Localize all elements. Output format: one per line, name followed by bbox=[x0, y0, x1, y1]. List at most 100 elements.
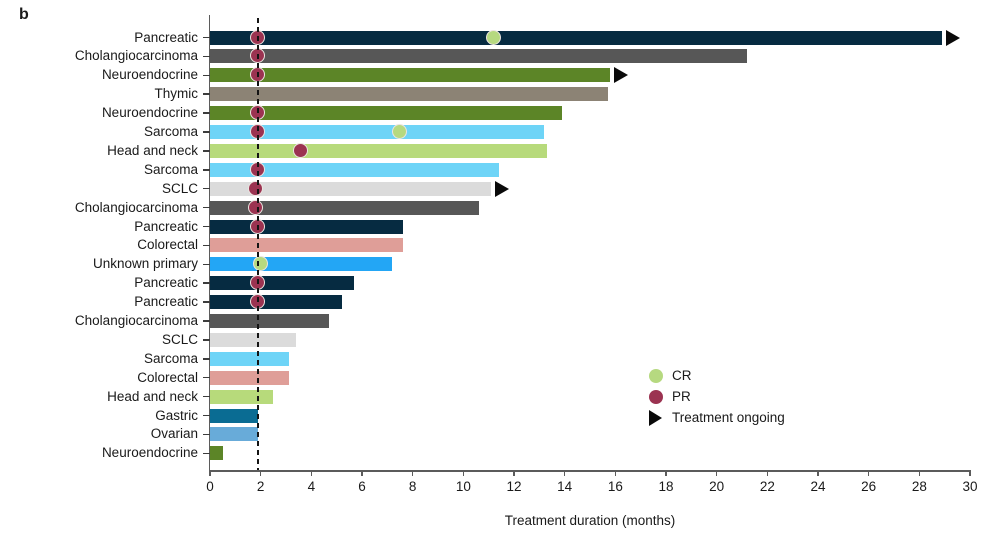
treatment-bar bbox=[210, 389, 274, 404]
y-axis-tick bbox=[203, 169, 210, 171]
row-label: SCLC bbox=[161, 180, 198, 196]
pr-marker bbox=[247, 180, 263, 196]
treatment-bar bbox=[210, 87, 608, 102]
treatment-bar bbox=[210, 125, 545, 139]
x-axis-tick-label: 8 bbox=[408, 479, 417, 494]
x-axis-tick bbox=[614, 470, 617, 476]
x-axis-line bbox=[208, 470, 970, 472]
y-axis-tick bbox=[203, 263, 210, 266]
x-axis-tick bbox=[563, 470, 566, 476]
x-axis-tick bbox=[259, 470, 262, 476]
row-label: SCLC bbox=[161, 331, 198, 347]
treatment-bar bbox=[210, 68, 611, 83]
row-label: Cholangiocarcinoma bbox=[74, 313, 198, 328]
cr-marker bbox=[252, 256, 268, 272]
row-label: Pancreatic bbox=[134, 294, 198, 310]
row-label: Head and neck bbox=[107, 142, 198, 158]
treatment-bar bbox=[210, 30, 943, 45]
y-axis-tick bbox=[203, 282, 210, 284]
x-axis-tick-label: 0 bbox=[206, 479, 214, 494]
row-label: Gastric bbox=[155, 407, 198, 423]
pr-legend-label: PR bbox=[672, 389, 691, 404]
treatment-bar bbox=[210, 238, 403, 253]
legend-item-ongoing: Treatment ongoing bbox=[649, 407, 785, 428]
x-axis-label: Treatment duration (months) bbox=[504, 513, 676, 528]
x-axis-tick-label: 26 bbox=[861, 479, 877, 494]
row-label: Neuroendocrine bbox=[101, 445, 198, 461]
treatment-bar bbox=[210, 162, 499, 177]
y-axis-tick bbox=[203, 433, 210, 436]
row-label: Cholangiocarcinoma bbox=[74, 48, 198, 64]
cr-marker bbox=[392, 124, 407, 139]
treatment-bar bbox=[210, 427, 259, 442]
treatment-bar bbox=[210, 49, 748, 64]
panel-label: b bbox=[19, 6, 29, 23]
x-axis-tick-label: 28 bbox=[911, 479, 927, 494]
row-label: Ovarian bbox=[150, 426, 198, 442]
row-label: Pancreatic bbox=[134, 218, 198, 234]
x-axis-tick bbox=[361, 470, 363, 476]
ongoing-arrow-icon bbox=[614, 67, 629, 84]
x-axis-tick-label: 10 bbox=[455, 479, 471, 494]
x-axis-tick bbox=[969, 470, 971, 476]
y-axis-tick bbox=[203, 376, 210, 379]
row-label: Sarcoma bbox=[143, 350, 198, 366]
treatment-bar bbox=[210, 257, 393, 272]
y-axis-tick bbox=[203, 55, 210, 58]
y-axis-tick bbox=[203, 395, 210, 398]
x-axis-tick-label: 30 bbox=[962, 479, 978, 494]
y-axis-tick bbox=[203, 93, 210, 95]
x-axis-tick bbox=[513, 470, 515, 476]
treatment-bar bbox=[210, 200, 479, 215]
y-axis-tick bbox=[203, 36, 210, 39]
y-axis-tick bbox=[203, 150, 210, 152]
treatment-bar bbox=[210, 446, 223, 461]
x-axis-tick-label: 24 bbox=[810, 479, 826, 494]
y-axis-tick bbox=[203, 414, 210, 417]
cr-marker bbox=[485, 29, 501, 45]
y-axis-tick bbox=[203, 358, 210, 360]
row-label: Head and neck bbox=[107, 388, 198, 404]
treatment-bar bbox=[210, 181, 492, 196]
y-axis-tick bbox=[203, 301, 210, 303]
row-label: Neuroendocrine bbox=[101, 105, 198, 121]
x-axis-tick-label: 12 bbox=[506, 479, 522, 494]
plot-area: 0 2 4 6 8 10 12 14 16 18 20 22 24 26 28 30 bbox=[206, 15, 978, 494]
x-axis-tick bbox=[665, 470, 667, 476]
y-axis-tick bbox=[203, 74, 210, 77]
y-axis-tick bbox=[203, 187, 210, 190]
pr-marker bbox=[293, 142, 309, 158]
treatment-bar bbox=[210, 219, 403, 234]
row-label: Thymic bbox=[154, 86, 199, 102]
row-label: Pancreatic bbox=[134, 29, 198, 45]
y-axis-tick bbox=[203, 206, 210, 209]
y-axis-line bbox=[208, 15, 210, 470]
ongoing-legend-label: Treatment ongoing bbox=[672, 410, 785, 425]
y-axis-tick bbox=[203, 339, 210, 341]
row-label: Cholangiocarcinoma bbox=[74, 199, 198, 215]
x-axis-tick-label: 14 bbox=[557, 479, 573, 494]
treatment-bar bbox=[210, 106, 563, 121]
y-axis-tick bbox=[203, 452, 210, 455]
x-axis-tick bbox=[209, 470, 211, 476]
x-axis-tick bbox=[411, 470, 414, 476]
treatment-bar bbox=[210, 314, 330, 328]
x-axis-tick-label: 20 bbox=[709, 479, 725, 494]
reference-line bbox=[257, 18, 260, 470]
treatment-bar bbox=[210, 332, 297, 347]
legend-item-cr: CR bbox=[649, 365, 785, 386]
x-axis-tick-label: 18 bbox=[658, 479, 674, 494]
x-axis-tick bbox=[817, 470, 819, 476]
treatment-bar bbox=[210, 351, 289, 366]
ongoing-arrow-icon bbox=[495, 180, 510, 197]
row-label: Sarcoma bbox=[143, 161, 198, 177]
treatment-bar bbox=[210, 143, 547, 158]
y-axis-tick bbox=[203, 320, 210, 322]
y-axis-tick bbox=[203, 131, 210, 133]
row-label: Sarcoma bbox=[143, 124, 198, 139]
row-label: Pancreatic bbox=[134, 275, 198, 291]
legend-item-pr: PR bbox=[649, 386, 785, 407]
x-axis-tick bbox=[766, 470, 769, 476]
x-axis-tick bbox=[462, 470, 465, 476]
